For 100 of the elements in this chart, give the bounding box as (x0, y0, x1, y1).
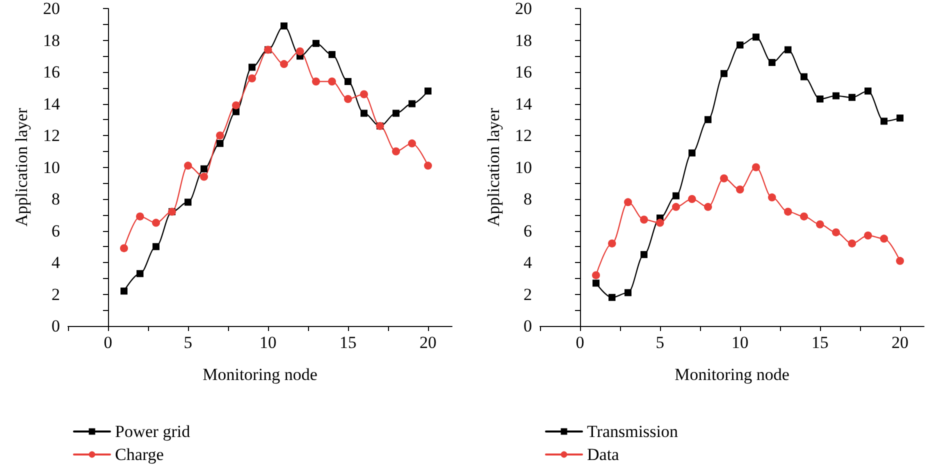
point (752, 34, 760, 41)
point (656, 218, 664, 227)
point (896, 114, 904, 122)
point (720, 174, 728, 182)
x-tick-label: 10 (260, 333, 276, 352)
point (344, 78, 352, 86)
y-axis-title: Application layer (484, 108, 503, 226)
point (392, 110, 400, 117)
point (672, 202, 680, 211)
y-axis-title: Application layer (12, 108, 31, 226)
point (848, 94, 856, 101)
point (816, 220, 824, 228)
point (408, 139, 416, 148)
x-tick-label: 15 (812, 333, 828, 352)
point (328, 78, 336, 86)
point (280, 22, 288, 30)
x-tick-label: 5 (656, 333, 664, 352)
point (896, 256, 904, 265)
point (768, 58, 776, 66)
point (752, 163, 760, 172)
point (816, 95, 824, 102)
x-axis-title: Monitoring node (674, 365, 790, 384)
y-tick-label: 16 (515, 62, 532, 82)
point (392, 147, 400, 156)
y-tick-label: 18 (515, 30, 532, 50)
x-tick-label: 5 (184, 333, 192, 352)
point (136, 270, 144, 278)
point (800, 73, 808, 80)
y-tick-label: 12 (43, 126, 60, 145)
point (624, 198, 632, 206)
point (344, 94, 352, 103)
y-tick-label: 2 (524, 284, 532, 304)
x-tick-label: 0 (104, 333, 112, 352)
y-tick-label: 0 (52, 316, 60, 336)
point (312, 40, 320, 47)
point (880, 234, 888, 243)
x-tick-label: 20 (420, 333, 436, 352)
point (768, 193, 776, 202)
y-tick-label: 4 (524, 253, 532, 272)
point (688, 195, 696, 203)
point (184, 162, 192, 170)
point (200, 165, 208, 172)
point (592, 271, 600, 280)
point (736, 185, 744, 194)
point (832, 92, 840, 100)
y-tick-label: 2 (52, 284, 60, 304)
point (152, 243, 160, 250)
x-tick-label: 20 (892, 333, 908, 352)
y-tick-label: 0 (524, 316, 532, 336)
x-tick-label: 10 (732, 333, 748, 352)
point (624, 289, 632, 296)
point (232, 101, 240, 110)
point (296, 47, 304, 56)
point (832, 228, 840, 236)
point (136, 212, 144, 220)
point (424, 162, 432, 170)
point (360, 110, 368, 117)
y-tick-label: 20 (43, 0, 60, 18)
point (720, 70, 728, 78)
point (800, 212, 808, 220)
point (184, 198, 192, 206)
x-tick-label: 15 (340, 333, 356, 352)
legend-label: Power grid (115, 422, 191, 441)
point (784, 208, 792, 216)
point (592, 280, 600, 287)
point (248, 64, 256, 71)
y-tick-label: 6 (52, 221, 60, 240)
point (864, 232, 872, 240)
point (880, 118, 888, 125)
x-tick-label: 0 (576, 333, 584, 352)
point (312, 78, 320, 86)
point (704, 116, 712, 124)
point (608, 294, 616, 301)
point (704, 202, 712, 211)
point (864, 88, 872, 95)
legend-label: Data (587, 445, 620, 464)
y-tick-label: 6 (524, 221, 532, 240)
y-tick-label: 8 (52, 190, 60, 208)
point (248, 74, 256, 82)
x-axis-title: Monitoring node (202, 365, 318, 384)
point (688, 149, 696, 156)
point (784, 46, 792, 54)
point (280, 60, 288, 68)
y-tick-label: 8 (524, 190, 532, 208)
y-tick-label: 20 (515, 0, 532, 18)
point (424, 88, 432, 95)
point (848, 239, 856, 248)
legend-label: Charge (115, 445, 164, 464)
point (328, 51, 336, 58)
point (152, 218, 160, 227)
point (736, 42, 744, 49)
y-tick-label: 14 (515, 94, 532, 114)
point (216, 140, 224, 147)
y-tick-label: 16 (43, 62, 60, 82)
point (360, 90, 368, 98)
y-tick-label: 4 (52, 253, 60, 272)
y-tick-label: 12 (515, 126, 532, 145)
point (120, 244, 128, 252)
y-tick-label: 10 (43, 158, 60, 177)
point (120, 288, 128, 295)
